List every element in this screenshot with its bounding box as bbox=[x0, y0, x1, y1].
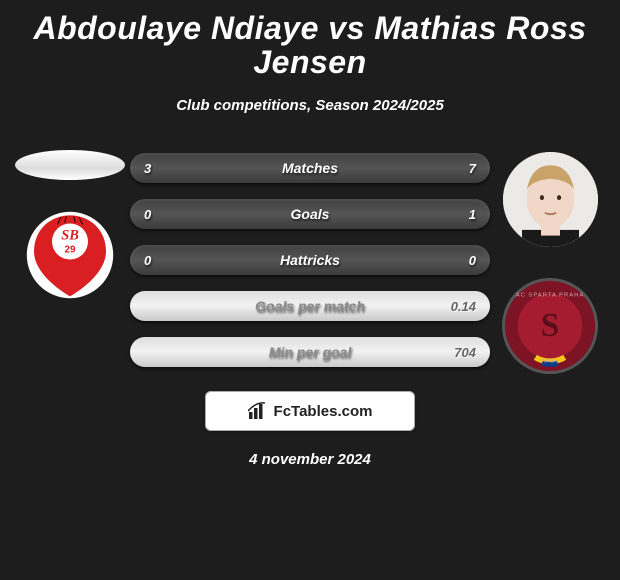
stat-right-value: 1 bbox=[469, 207, 476, 222]
player1-avatar bbox=[15, 150, 125, 180]
stat-bar-min-per-goal: Min per goal 704 bbox=[130, 337, 490, 367]
club1-text: SB bbox=[61, 228, 79, 244]
footer-date: 4 november 2024 bbox=[10, 451, 610, 468]
left-column: SB 29 bbox=[10, 150, 130, 300]
stat-label: Goals per match bbox=[255, 298, 365, 314]
stat-left-value: 0 bbox=[144, 207, 151, 222]
comparison-card: Abdoulaye Ndiaye vs Mathias Ross Jensen … bbox=[0, 0, 620, 468]
club2-logo-icon: S AC SPARTA PRAHA FOTBAL bbox=[501, 277, 599, 375]
page-title: Abdoulaye Ndiaye vs Mathias Ross Jensen bbox=[10, 12, 610, 79]
club1-subtext: 29 bbox=[65, 244, 76, 255]
source-badge[interactable]: FcTables.com bbox=[205, 391, 415, 431]
stat-bar-goals: 0 Goals 1 bbox=[130, 199, 490, 229]
content-row: SB 29 3 Matches 7 0 Goals 1 0 Hattricks 0 Goals p… bbox=[10, 150, 610, 375]
stat-label: Goals bbox=[291, 206, 330, 222]
stat-right-value: 7 bbox=[469, 161, 476, 176]
stat-label: Min per goal bbox=[269, 344, 351, 360]
stat-label: Hattricks bbox=[280, 252, 340, 268]
club1-badge: SB 29 bbox=[25, 210, 115, 300]
subtitle: Club competitions, Season 2024/2025 bbox=[10, 97, 610, 114]
club2-badge: S AC SPARTA PRAHA FOTBAL bbox=[501, 277, 599, 375]
club1-logo-icon: SB 29 bbox=[25, 210, 115, 300]
svg-text:FOTBAL: FOTBAL bbox=[540, 358, 559, 364]
svg-text:AC SPARTA PRAHA: AC SPARTA PRAHA bbox=[516, 293, 585, 299]
stat-right-value: 0.14 bbox=[451, 299, 476, 314]
source-label: FcTables.com bbox=[274, 403, 373, 420]
stat-left-value: 3 bbox=[144, 161, 151, 176]
stat-left-value: 0 bbox=[144, 253, 151, 268]
club2-letter: S bbox=[541, 307, 560, 344]
stat-label: Matches bbox=[282, 160, 338, 176]
stat-right-value: 0 bbox=[469, 253, 476, 268]
stat-right-value: 704 bbox=[454, 345, 476, 360]
stat-bar-matches: 3 Matches 7 bbox=[130, 153, 490, 183]
player2-avatar bbox=[503, 152, 598, 247]
stat-bar-hattricks: 0 Hattricks 0 bbox=[130, 245, 490, 275]
bar-chart-icon bbox=[248, 402, 268, 420]
stats-column: 3 Matches 7 0 Goals 1 0 Hattricks 0 Goals per mat… bbox=[130, 150, 490, 367]
right-column: S AC SPARTA PRAHA FOTBAL bbox=[490, 150, 610, 375]
player2-face-icon bbox=[503, 152, 598, 247]
stat-bar-goals-per-match: Goals per match 0.14 bbox=[130, 291, 490, 321]
